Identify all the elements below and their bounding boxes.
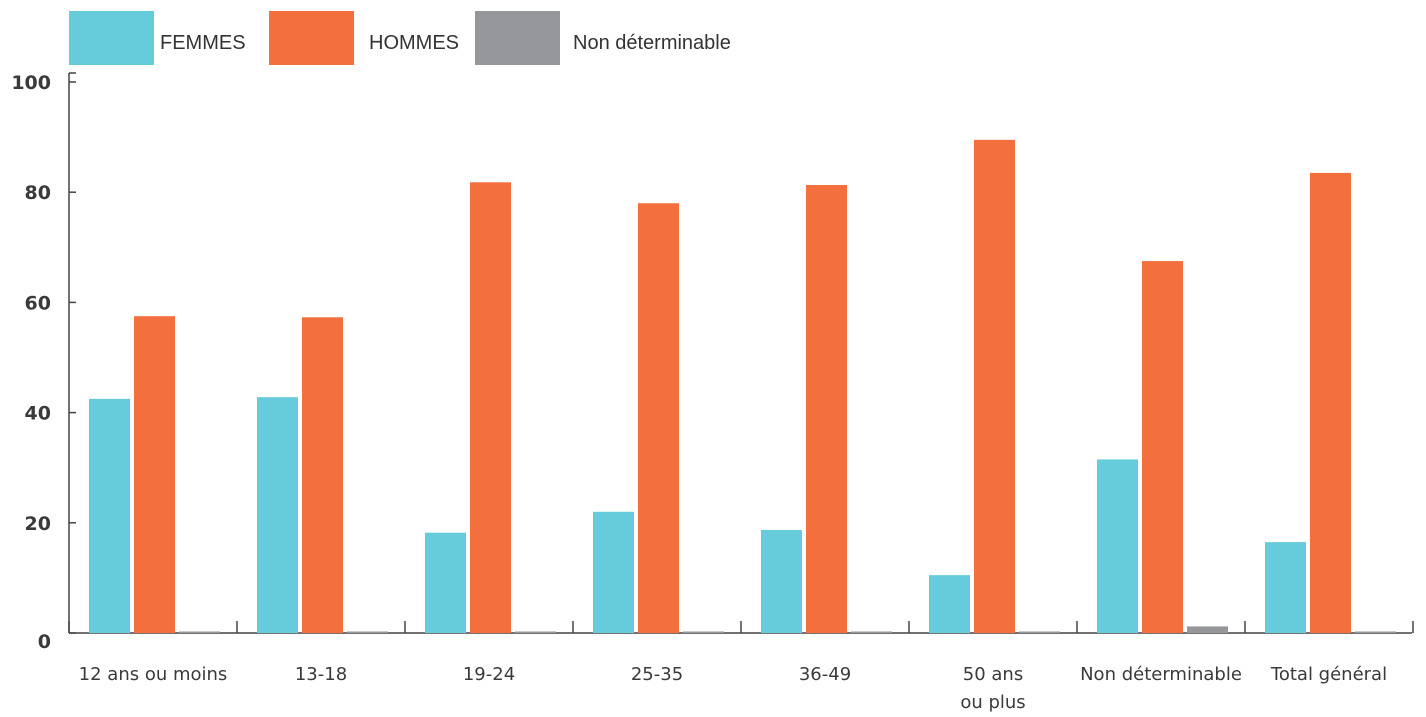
bar-2-2 (515, 631, 556, 633)
bar-0-6 (1097, 459, 1138, 633)
bar-1-4 (806, 185, 847, 634)
x-tick-label-0: 12 ans ou moins (79, 664, 228, 685)
bar-0-3 (593, 511, 634, 633)
bar-0-7 (1265, 542, 1306, 633)
bar-1-2 (470, 182, 511, 634)
y-tick-label-80: 80 (25, 182, 51, 204)
bar-1-6 (1142, 261, 1183, 633)
bar-2-3 (683, 631, 724, 633)
legend-label-1: HOMMES (369, 32, 459, 54)
bar-2-7 (1355, 631, 1396, 633)
bar-1-3 (638, 203, 679, 633)
x-tick-label-5-line-1: ou plus (960, 692, 1025, 713)
x-tick-label-1: 13-18 (295, 664, 347, 685)
bar-1-7 (1310, 172, 1351, 634)
bar-0-2 (425, 532, 466, 633)
bar-2-6 (1187, 626, 1228, 633)
bar-0-5 (929, 575, 970, 633)
y-tick-label-0: 0 (38, 631, 51, 653)
bar-2-4 (851, 631, 892, 633)
legend-label-0: FEMMES (160, 32, 246, 54)
bar-1-5 (974, 139, 1015, 634)
y-tick-label-20: 20 (25, 513, 51, 535)
bar-1-1 (302, 317, 343, 633)
y-tick-label-60: 60 (25, 292, 51, 314)
legend-swatch-1 (269, 11, 354, 65)
y-tick-label-40: 40 (25, 403, 51, 425)
legend-swatch-2 (475, 11, 560, 65)
bar-1-0 (134, 316, 175, 633)
bar-2-0 (179, 631, 220, 633)
y-tick-label-100: 100 (11, 72, 51, 94)
bar-2-1 (347, 631, 388, 633)
x-tick-label-6: Non déterminable (1080, 664, 1242, 685)
bar-0-1 (257, 397, 298, 633)
x-tick-label-5-line-0: 50 ans (963, 664, 1023, 685)
legend-label-2: Non déterminable (573, 32, 731, 54)
x-tick-label-4: 36-49 (799, 664, 851, 685)
bar-2-5 (1019, 631, 1060, 633)
bar-0-4 (761, 529, 802, 633)
legend-swatch-0 (69, 11, 154, 65)
x-tick-label-3: 25-35 (631, 664, 683, 685)
bar-0-0 (89, 398, 130, 633)
x-tick-label-7: Total général (1270, 664, 1387, 685)
x-tick-label-2: 19-24 (463, 664, 515, 685)
